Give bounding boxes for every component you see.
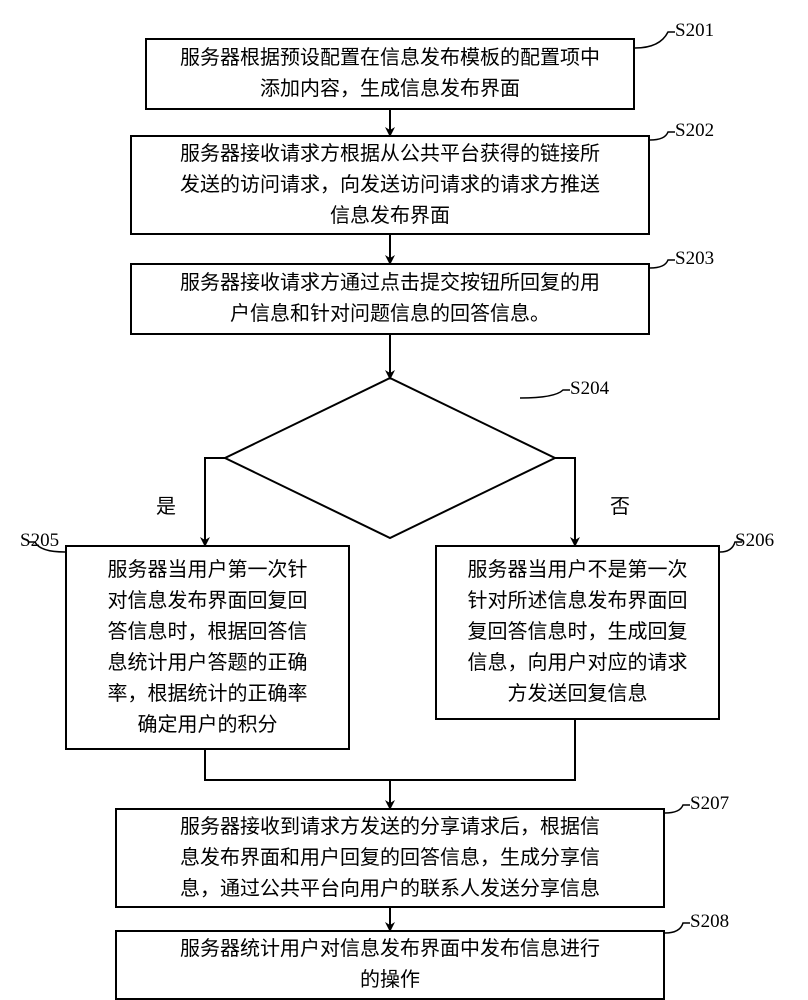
flowchart-canvas: 服务器根据预设配置在信息发布模板的配置项中添加内容，生成信息发布界面 服务器接收… <box>0 0 808 1000</box>
step-s205-text: 服务器当用户第一次针对信息发布界面回复回答信息时，根据回答信息统计用户答题的正确… <box>108 555 308 741</box>
edge-label-no: 否 <box>610 490 630 519</box>
step-s202-text: 服务器接收请求方根据从公共平台获得的链接所发送的访问请求，向发送访问请求的请求方… <box>180 139 600 232</box>
callout-s201 <box>635 32 675 48</box>
label-s208: S208 <box>690 911 729 933</box>
label-s204: S204 <box>570 378 609 400</box>
step-s208: 服务器统计用户对信息发布界面中发布信息进行的操作 <box>115 930 665 1000</box>
step-s201-text: 服务器根据预设配置在信息发布模板的配置项中添加内容，生成信息发布界面 <box>180 43 600 105</box>
step-s201: 服务器根据预设配置在信息发布模板的配置项中添加内容，生成信息发布界面 <box>145 38 635 110</box>
callout-s207 <box>665 805 690 813</box>
label-s203: S203 <box>675 248 714 270</box>
callout-s202 <box>650 132 675 140</box>
step-s203: 服务器接收请求方通过点击提交按钮所回复的用户信息和针对问题信息的回答信息。 <box>130 263 650 335</box>
step-s207: 服务器接收到请求方发送的分享请求后，根据信息发布界面和用户回复的回答信息，生成分… <box>115 808 665 908</box>
callout-s204 <box>520 390 570 398</box>
decision-s204-text: 判断用户是否第一次针对信息发布界面回复回答信息 <box>260 408 520 496</box>
step-s206-text: 服务器当用户不是第一次针对所述信息发布界面回复回答信息时，生成回复信息，向用户对… <box>468 555 688 710</box>
step-s203-text: 服务器接收请求方通过点击提交按钮所回复的用户信息和针对问题信息的回答信息。 <box>180 268 600 330</box>
callout-s208 <box>665 923 690 933</box>
label-s202: S202 <box>675 120 714 142</box>
step-s206: 服务器当用户不是第一次针对所述信息发布界面回复回答信息时，生成回复信息，向用户对… <box>435 545 720 720</box>
label-s207: S207 <box>690 793 729 815</box>
callout-s203 <box>650 260 675 268</box>
step-s202: 服务器接收请求方根据从公共平台获得的链接所发送的访问请求，向发送访问请求的请求方… <box>130 135 650 235</box>
arrow-s205-s207 <box>205 750 390 808</box>
step-s205: 服务器当用户第一次针对信息发布界面回复回答信息时，根据回答信息统计用户答题的正确… <box>65 545 350 750</box>
arrow-s206-merge <box>390 720 575 780</box>
label-s201: S201 <box>675 20 714 42</box>
step-s208-text: 服务器统计用户对信息发布界面中发布信息进行的操作 <box>180 934 600 996</box>
label-s206: S206 <box>735 530 774 552</box>
arrow-s204-s205 <box>205 458 225 545</box>
edge-label-yes: 是 <box>156 490 176 519</box>
step-s207-text: 服务器接收到请求方发送的分享请求后，根据信息发布界面和用户回复的回答信息，生成分… <box>180 812 600 905</box>
label-s205: S205 <box>20 530 59 552</box>
arrow-s204-s206 <box>555 458 575 545</box>
